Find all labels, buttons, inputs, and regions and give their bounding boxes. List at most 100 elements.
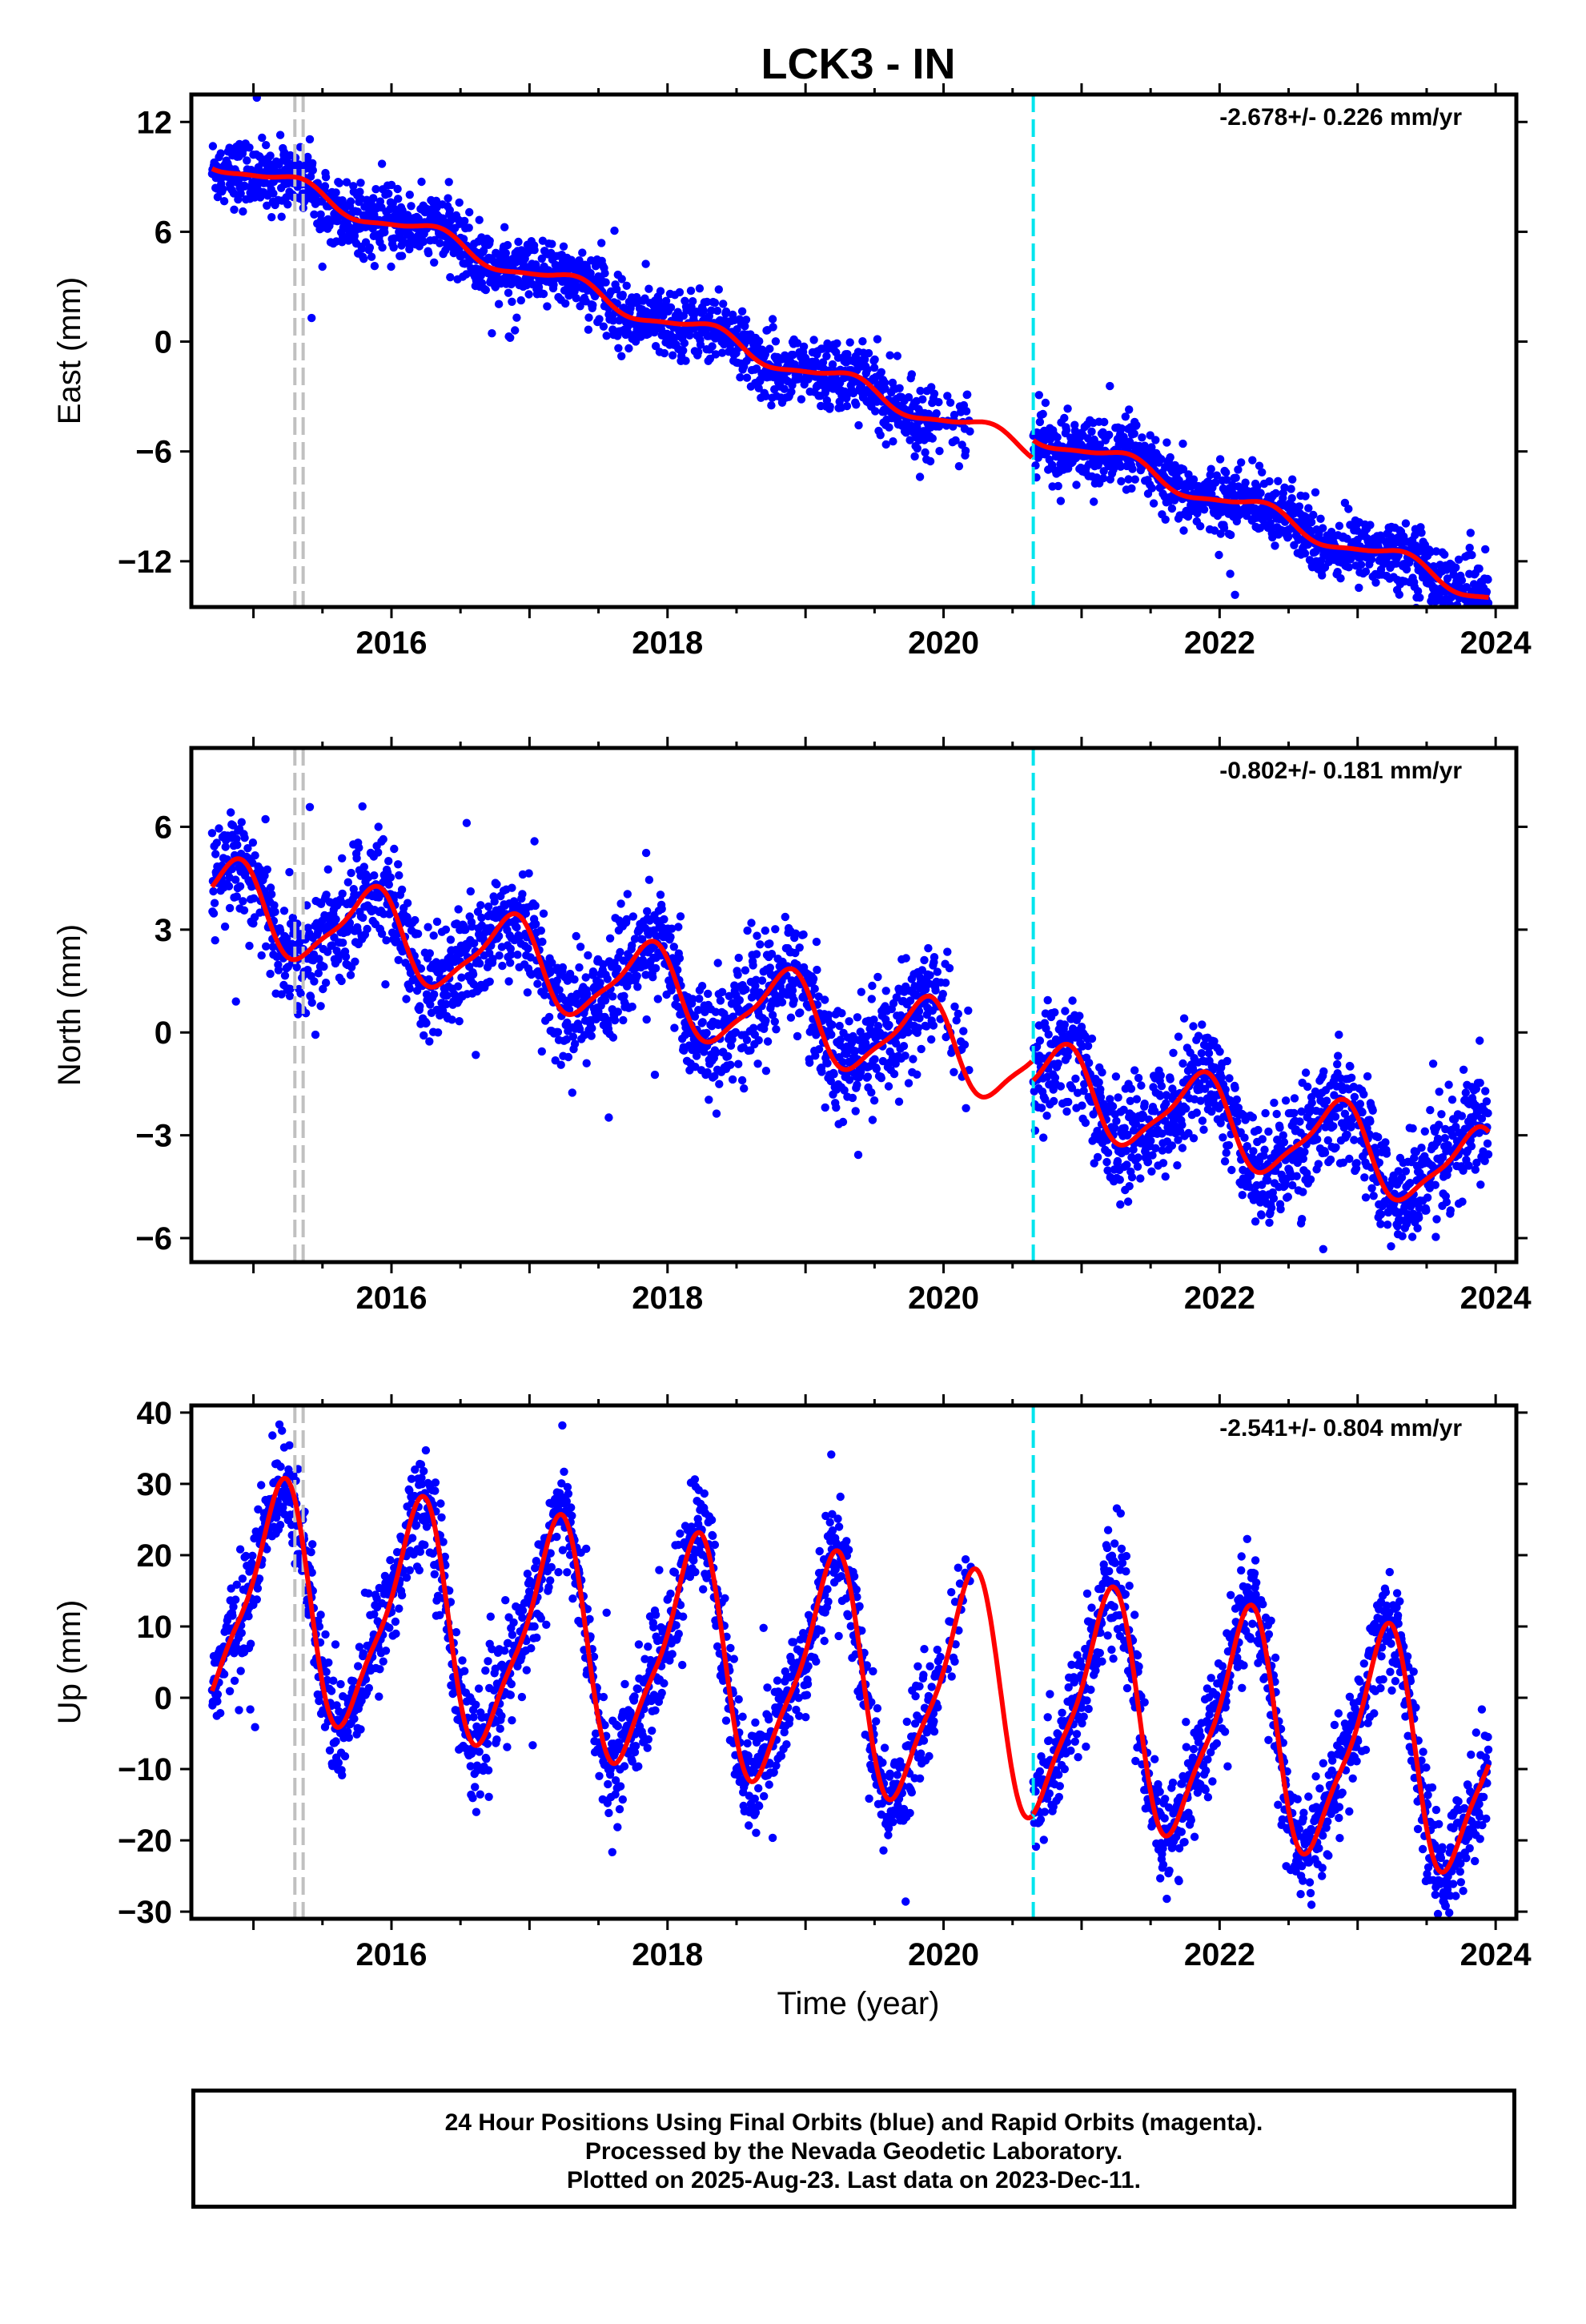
data-point [377,159,387,168]
data-point [484,902,493,911]
data-point [1452,629,1460,637]
data-point [1134,1153,1142,1162]
data-point [943,947,952,956]
data-point [854,420,863,430]
data-point [1121,412,1130,421]
data-point [789,995,798,1005]
data-point [1037,1104,1046,1112]
data-point [714,285,723,294]
data-point [411,915,420,925]
data-point [402,995,411,1003]
data-point [765,963,774,972]
data-point [236,189,245,198]
data-point [754,384,763,392]
data-point [853,1080,861,1089]
data-point [705,1096,713,1104]
data-point [697,982,707,991]
data-point [651,963,660,973]
data-point [1234,1104,1243,1112]
data-point [1122,1146,1131,1155]
data-point [878,1056,888,1066]
data-point [524,944,532,953]
data-point [556,1060,565,1069]
data-point [1060,413,1069,423]
data-point [231,875,240,884]
data-point [952,1016,961,1025]
data-point [656,891,665,899]
data-point [922,1022,931,1031]
data-point [695,995,704,1003]
data-point [1288,475,1297,484]
data-point [1093,1152,1102,1162]
data-point [1114,1093,1122,1102]
data-point [445,963,454,972]
data-point [559,242,568,251]
data-point [741,322,749,331]
data-point [514,237,523,247]
data-point [1224,1140,1234,1150]
data-point [1231,473,1240,482]
data-point [741,966,750,975]
x-tick-label: 2022 [1184,625,1255,661]
data-point [600,269,609,278]
data-point [378,243,387,252]
data-point [430,258,439,267]
data-point [821,1103,829,1112]
data-point [1232,1095,1242,1104]
data-point [771,925,780,934]
data-point [1196,1096,1205,1105]
data-point [818,358,828,367]
data-point [538,937,547,947]
data-point [1063,404,1072,413]
data-point [352,854,361,863]
data-point [894,1097,904,1106]
data-point [397,251,407,260]
data-point [1167,1141,1177,1150]
data-point [367,252,376,261]
data-point [601,278,610,287]
data-point [570,1039,580,1048]
data-point [742,373,752,382]
data-point [394,955,403,965]
data-point [387,180,396,190]
data-point [1466,529,1476,537]
data-point [962,407,971,416]
data-point [215,824,223,833]
data-point [1035,1036,1045,1045]
data-point [485,977,494,987]
data-point [1367,555,1376,564]
data-point [227,808,235,817]
data-point [425,949,434,958]
data-point [1102,1157,1111,1167]
data-point [869,1015,878,1024]
data-point [963,390,972,399]
data-point [445,206,454,215]
data-point [793,339,802,348]
data-point [747,919,756,927]
data-point [1211,478,1220,487]
data-point [1231,1084,1239,1092]
data-point [805,1058,814,1068]
data-point [1095,440,1105,449]
data-point [1189,1134,1199,1143]
data-point [897,1011,905,1020]
data-point [870,355,879,364]
data-point [795,943,804,952]
data-point [248,838,258,847]
data-point [1258,468,1267,476]
data-point [271,907,279,916]
data-point [950,410,959,420]
data-point [1219,1133,1227,1142]
data-point [406,968,416,978]
data-point [494,931,504,941]
data-point [789,350,797,360]
data-point [1124,475,1133,484]
data-point [374,848,383,857]
data-point [927,1035,936,1044]
data-point [462,818,472,827]
data-point [770,1017,779,1027]
data-point [1148,1151,1157,1160]
data-point [1215,1047,1224,1056]
data-point [508,297,516,306]
